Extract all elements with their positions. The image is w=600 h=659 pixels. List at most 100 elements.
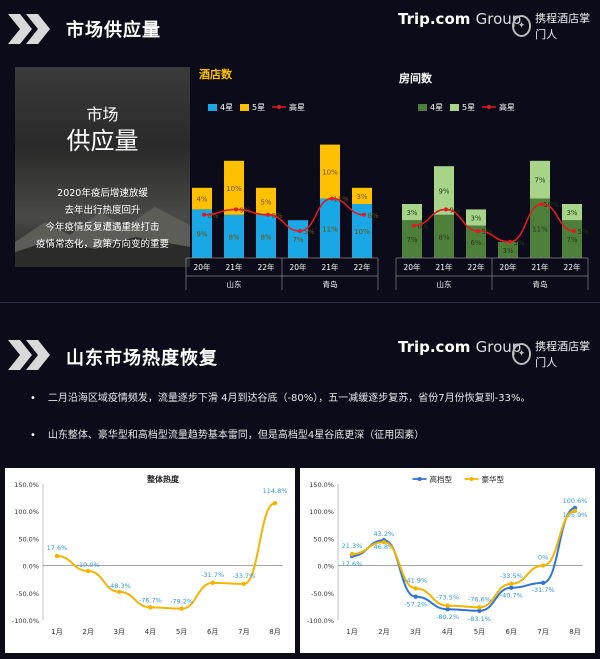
data-label-4star: 7% (566, 236, 577, 244)
data-label-5star: 3% (470, 215, 481, 223)
legend-label: 豪华型 (482, 474, 505, 484)
bar-5star (434, 166, 454, 215)
y-tick-label: 50.0% (313, 535, 334, 543)
series-line (56, 502, 276, 610)
data-label-highstar: 10% (543, 201, 559, 209)
data-label-highstar: 8% (367, 212, 378, 220)
series-marker (85, 568, 91, 574)
x-tick-label: 3月 (410, 628, 421, 636)
x-tick-label: 8月 (569, 628, 580, 636)
data-label-4star: 3% (502, 247, 513, 255)
room-chart-title: 房间数 (399, 72, 432, 85)
data-label: -40.7% (500, 592, 523, 600)
x-tick-label: 6月 (207, 628, 218, 636)
series-marker (179, 606, 184, 611)
y-tick-label: 50.0% (18, 535, 39, 543)
data-label-highstar: 8% (271, 212, 282, 220)
x-tick-label: 21年 (531, 262, 549, 272)
hotel-logo: ✦ 携程酒店掌门人 (512, 338, 600, 370)
data-label-highstar: 5% (303, 228, 314, 236)
series-marker (241, 581, 247, 587)
bar-4star (434, 214, 454, 258)
data-label-highstar: 5% (577, 228, 588, 236)
highstar-marker (508, 239, 512, 244)
highstar-marker (540, 202, 544, 206)
x-tick-label: 21年 (225, 262, 243, 272)
data-label-5star: 10% (226, 185, 242, 193)
series-marker (509, 585, 514, 590)
data-label-highstar: 8% (207, 212, 218, 220)
data-label: 0% (538, 554, 548, 562)
series-marker (509, 581, 514, 587)
highstar-marker (202, 212, 206, 217)
series-marker (477, 605, 482, 610)
data-label: -80.2% (436, 613, 459, 621)
x-tick-label: 5月 (176, 628, 187, 636)
series-marker (445, 607, 450, 612)
data-label: -33.5% (500, 572, 523, 580)
chart-title: 整体热度 (146, 474, 180, 484)
x-tick-label: 4月 (145, 628, 156, 636)
photo-title-2: 供应量 (66, 127, 139, 155)
data-label-4star: 8% (260, 233, 271, 241)
data-label: -76.7% (139, 596, 162, 604)
data-label-4star: 8% (228, 233, 239, 241)
bar-4star (498, 241, 518, 258)
x-tick-label: 8月 (269, 628, 280, 636)
group-label: 山东 (437, 279, 452, 289)
y-tick-label: -50.0% (16, 590, 39, 598)
series-marker (117, 589, 122, 595)
x-tick-label: 20年 (289, 262, 307, 272)
legend-label-highstar: 高星 (289, 102, 305, 112)
legend-swatch-5star (450, 104, 459, 111)
legend-marker (469, 477, 474, 481)
data-label: 21.3% (342, 542, 363, 550)
bar-4star (402, 220, 422, 258)
divider (0, 302, 600, 303)
data-label: 17.6% (342, 560, 363, 568)
x-tick-label: 20年 (403, 262, 421, 272)
series-marker (381, 539, 387, 545)
supply-photo-panel: 市场 供应量 2020年疫后增速放缓 去年出行热度回升 今年疫情反复遭遇重挫打击… (15, 67, 190, 267)
x-tick-label: 22年 (563, 262, 581, 272)
section-title: 山东市场热度恢复 (66, 348, 218, 369)
series-marker (572, 508, 578, 514)
legend-swatch-5star (240, 104, 249, 111)
series-marker (210, 580, 215, 586)
bar-4star (224, 214, 244, 258)
photo-title-1: 市场 (86, 105, 119, 124)
bar-5star (352, 187, 372, 204)
data-label: 43.2% (374, 530, 395, 538)
series-marker (54, 553, 60, 559)
bar-4star (466, 225, 486, 258)
data-label-4star: 7% (292, 236, 303, 244)
group-label: 山东 (227, 279, 242, 289)
data-label-5star: 7% (534, 177, 545, 185)
y-tick-label: 100.0% (14, 508, 39, 516)
mountain-image (15, 207, 190, 267)
x-tick-label: 2月 (378, 628, 389, 636)
bar-4star (320, 198, 340, 258)
bar-5star (256, 187, 276, 215)
bar-5star (530, 160, 550, 199)
data-label: 46.8% (374, 543, 395, 551)
data-label-5star: 10% (322, 169, 338, 177)
data-label: 114.8% (263, 487, 288, 495)
x-tick-label: 1月 (51, 628, 62, 636)
group-label: 青岛 (323, 279, 338, 289)
group-label: 青岛 (533, 279, 548, 289)
data-label-highstar: 9% (449, 206, 460, 214)
room-count-chart: 4星 5星 高星7%3%6%20年8%9%9%21年6%3%5%22年3%3%20年… (395, 102, 589, 290)
photo-desc-4: 疫情常态化，政策方向变的重要 (35, 239, 169, 250)
bar-5star (320, 144, 340, 199)
data-label-4star: 10% (354, 228, 370, 236)
bar-5star (224, 160, 244, 215)
x-tick-label: 7月 (238, 628, 249, 636)
x-tick-label: 2月 (82, 628, 93, 636)
bar-4star (352, 204, 372, 258)
bar-5star (192, 187, 212, 210)
data-label-5star: 9% (438, 188, 449, 196)
data-label: -10.0% (77, 561, 100, 569)
photo-desc-2: 去年出行热度回升 (64, 205, 141, 216)
page-title: 市场供应量 (66, 20, 161, 41)
